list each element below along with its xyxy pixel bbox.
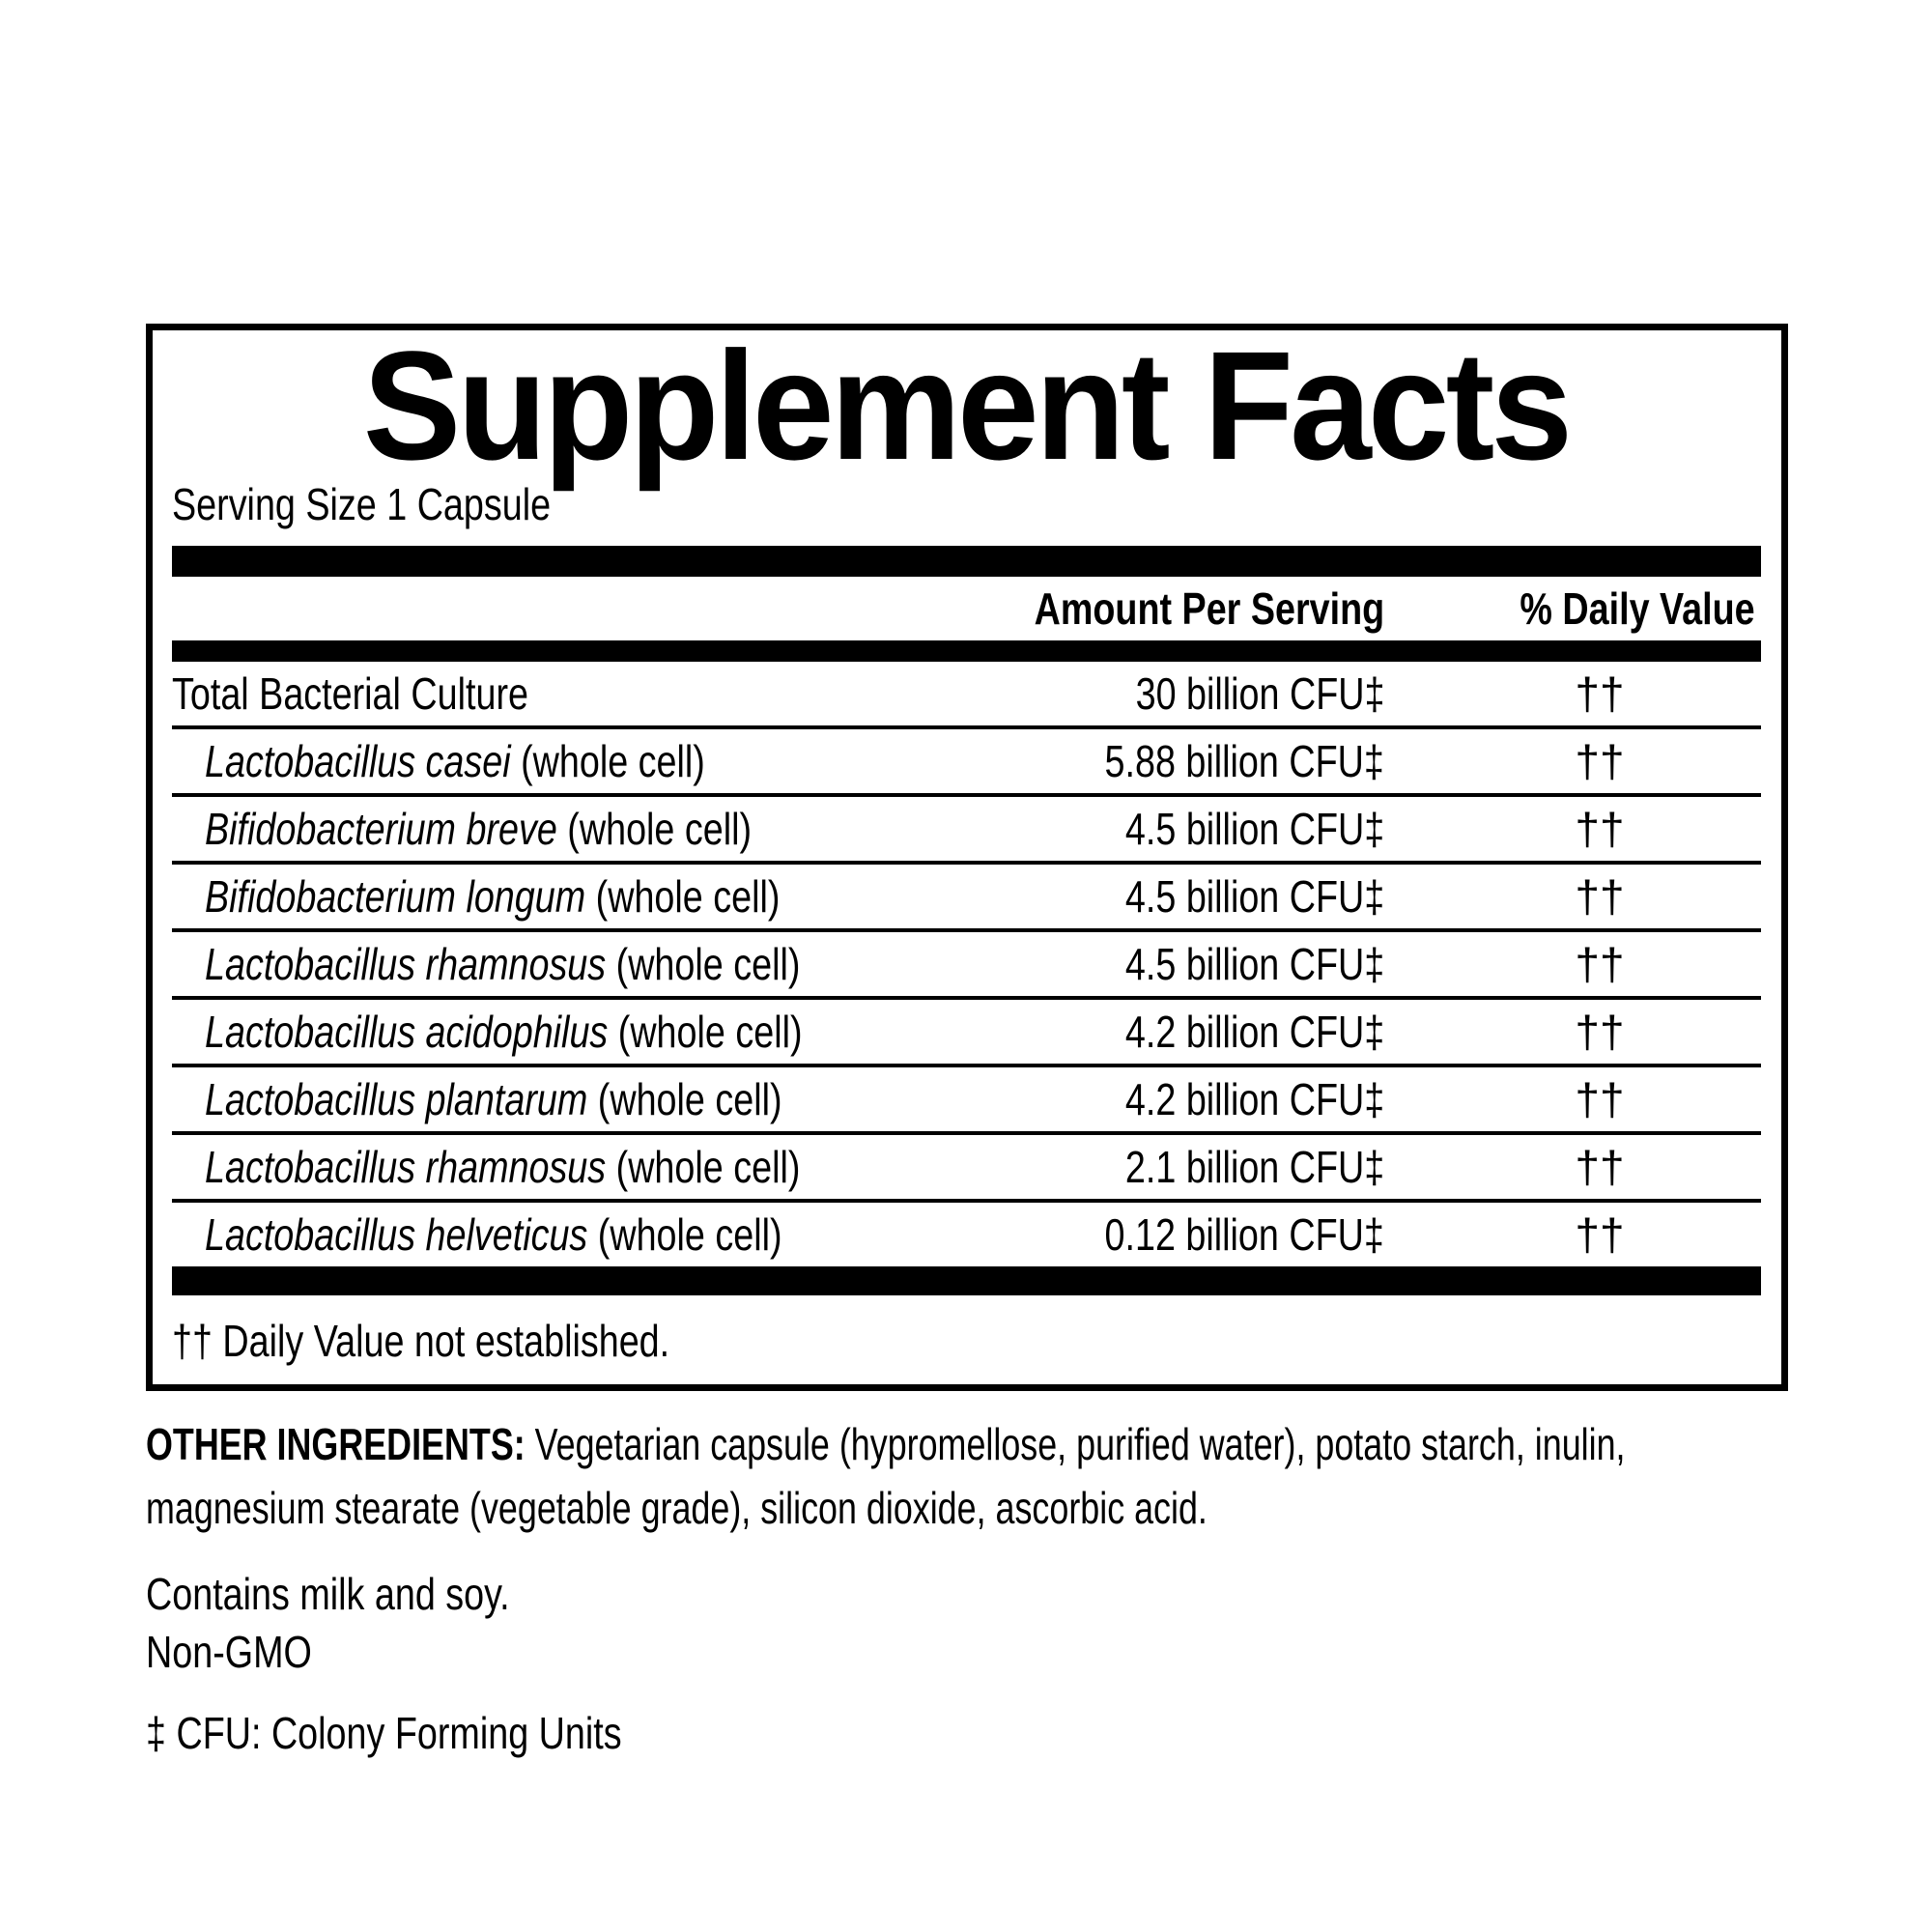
- below-panel-text: OTHER INGREDIENTS: Vegetarian capsule (h…: [146, 1412, 1885, 1762]
- panel-title: Supplement Facts: [172, 319, 1761, 492]
- row-amount: 4.2 billion CFU‡: [1124, 1074, 1384, 1124]
- table-row: Bifidobacterium breve (whole cell) 4.5 b…: [172, 797, 1761, 865]
- row-daily-value: ††: [1575, 1209, 1625, 1260]
- row-daily-value: ††: [1575, 804, 1625, 854]
- row-amount: 30 billion CFU‡: [1135, 668, 1384, 719]
- supplement-facts-panel: Supplement Facts Serving Size 1 Capsule …: [146, 324, 1788, 1391]
- other-ingredients-text-1: Vegetarian capsule (hypromellose, purifi…: [525, 1419, 1626, 1469]
- other-ingredients-line-2: magnesium stearate (vegetable grade), si…: [146, 1476, 1885, 1540]
- other-ingredients-line-1: OTHER INGREDIENTS: Vegetarian capsule (h…: [146, 1412, 1885, 1476]
- table-row: Lactobacillus rhamnosus (whole cell) 2.1…: [172, 1135, 1761, 1203]
- divider-bar-bottom: [172, 1266, 1761, 1295]
- row-name: Total Bacterial Culture: [172, 668, 528, 719]
- row-amount: 5.88 billion CFU‡: [1104, 736, 1384, 786]
- daily-value-column-header: % Daily Value: [1520, 583, 1755, 634]
- row-amount: 4.5 billion CFU‡: [1124, 804, 1384, 854]
- row-name: Lactobacillus plantarum (whole cell): [205, 1074, 782, 1124]
- row-amount: 4.5 billion CFU‡: [1124, 939, 1384, 989]
- serving-size-line: Serving Size 1 Capsule: [172, 479, 552, 529]
- table-row: Lactobacillus helveticus (whole cell) 0.…: [172, 1203, 1761, 1266]
- row-amount: 4.2 billion CFU‡: [1124, 1007, 1384, 1057]
- table-row: Total Bacterial Culture 30 billion CFU‡ …: [172, 662, 1761, 729]
- other-ingredients-text-2: magnesium stearate (vegetable grade), si…: [146, 1483, 1208, 1533]
- table-row: Lactobacillus rhamnosus (whole cell) 4.5…: [172, 932, 1761, 1000]
- row-amount: 0.12 billion CFU‡: [1104, 1209, 1384, 1260]
- row-name: Lactobacillus acidophilus (whole cell): [205, 1007, 803, 1057]
- table-row: Lactobacillus casei (whole cell) 5.88 bi…: [172, 729, 1761, 797]
- row-daily-value: ††: [1575, 939, 1625, 989]
- row-name: Lactobacillus rhamnosus (whole cell): [205, 1142, 801, 1192]
- table-row: Bifidobacterium longum (whole cell) 4.5 …: [172, 865, 1761, 932]
- row-name: Lactobacillus rhamnosus (whole cell): [205, 939, 801, 989]
- divider-bar-header: [172, 640, 1761, 662]
- row-daily-value: ††: [1575, 736, 1625, 786]
- row-name: Lactobacillus helveticus (whole cell): [205, 1209, 782, 1260]
- allergen-statement: Contains milk and soy.: [146, 1569, 510, 1619]
- row-name: Bifidobacterium longum (whole cell): [205, 871, 781, 922]
- row-daily-value: ††: [1575, 1007, 1625, 1057]
- row-daily-value: ††: [1575, 871, 1625, 922]
- row-daily-value: ††: [1575, 1074, 1625, 1124]
- row-amount: 4.5 billion CFU‡: [1124, 871, 1384, 922]
- table-row: Lactobacillus plantarum (whole cell) 4.2…: [172, 1067, 1761, 1135]
- amount-column-header: Amount Per Serving: [1034, 583, 1384, 634]
- divider-bar-top: [172, 546, 1761, 577]
- daily-value-footnote: †† Daily Value not established.: [172, 1316, 670, 1366]
- row-name: Lactobacillus casei (whole cell): [205, 736, 705, 786]
- non-gmo-statement: Non-GMO: [146, 1627, 312, 1677]
- row-amount: 2.1 billion CFU‡: [1124, 1142, 1384, 1192]
- row-daily-value: ††: [1575, 668, 1625, 719]
- column-header-row: Amount Per Serving % Daily Value: [172, 577, 1761, 640]
- panel-title-text: Supplement Facts: [363, 319, 1573, 492]
- cfu-definition-note: ‡ CFU: Colony Forming Units: [146, 1708, 622, 1758]
- table-row: Lactobacillus acidophilus (whole cell) 4…: [172, 1000, 1761, 1067]
- row-daily-value: ††: [1575, 1142, 1625, 1192]
- other-ingredients-label: OTHER INGREDIENTS:: [146, 1419, 526, 1469]
- row-name: Bifidobacterium breve (whole cell): [205, 804, 753, 854]
